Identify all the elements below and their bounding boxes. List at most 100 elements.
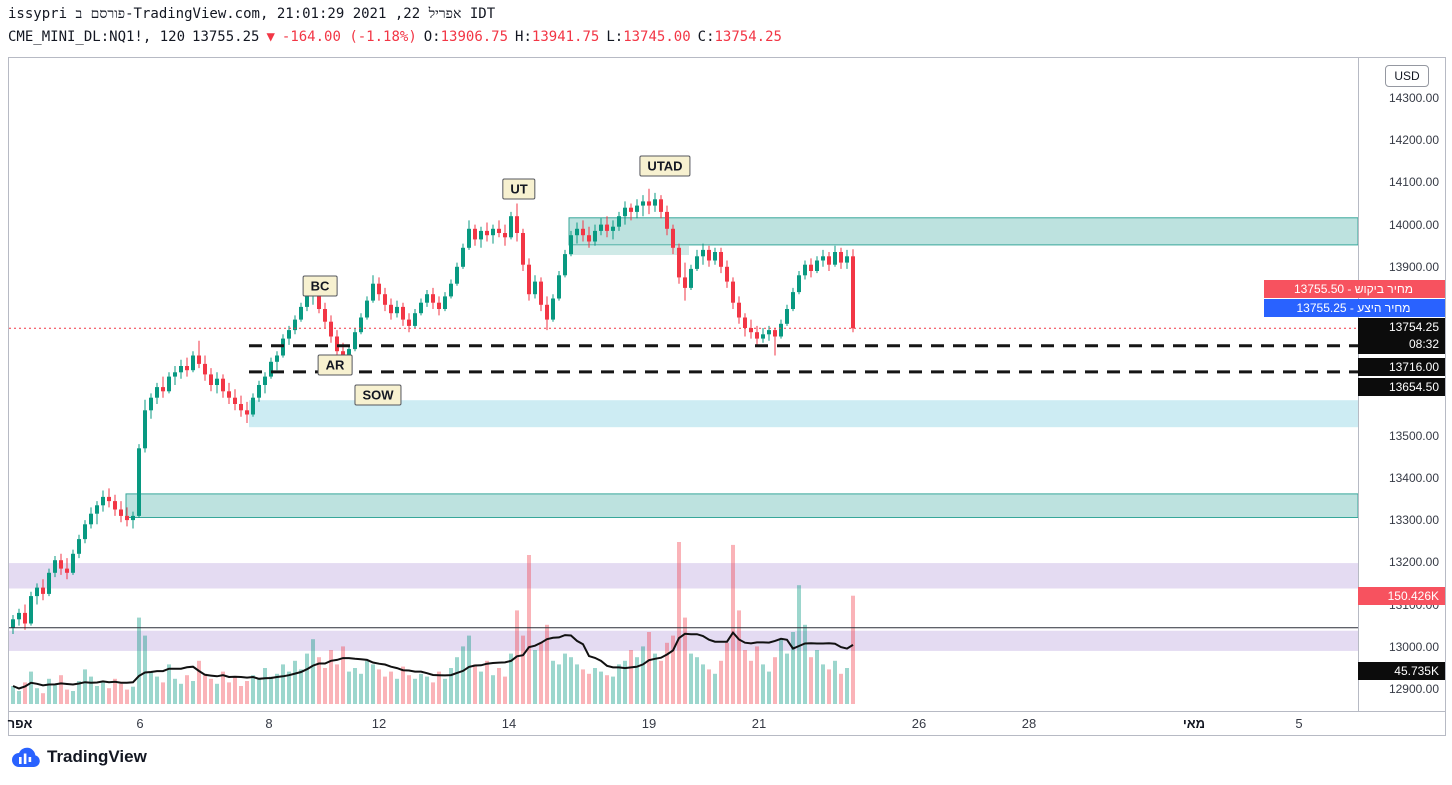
volume-bar — [215, 683, 219, 704]
supply-zone-14000 — [568, 217, 1358, 246]
candle — [611, 220, 615, 240]
candle — [761, 328, 765, 343]
volume-bar — [599, 671, 603, 704]
volume-bar — [731, 544, 735, 704]
volume-bar — [167, 664, 171, 704]
volume-bar — [305, 653, 309, 704]
volume-bar — [689, 653, 693, 704]
volume-bar — [719, 660, 723, 704]
zones-layer — [9, 217, 1358, 651]
candle — [809, 258, 813, 278]
volume-bar — [179, 683, 183, 704]
candle — [341, 342, 345, 373]
candle — [839, 247, 843, 269]
volume-bar — [161, 682, 165, 704]
candle — [545, 296, 549, 331]
volume-bar — [191, 681, 195, 704]
volume-bar — [317, 657, 321, 704]
volume-bar — [209, 678, 213, 704]
candle — [779, 319, 783, 339]
volume-bar — [365, 660, 369, 704]
candle — [815, 256, 819, 274]
volume-bar — [821, 664, 825, 704]
candle — [419, 298, 423, 316]
candle — [791, 287, 795, 312]
volume-bar — [803, 624, 807, 704]
volume-bar — [425, 676, 429, 704]
candle — [551, 294, 555, 322]
volume-bar — [851, 595, 855, 704]
candle — [851, 249, 855, 333]
candle — [359, 313, 363, 335]
candle — [95, 501, 99, 525]
volume-bar — [755, 646, 759, 704]
candle — [461, 243, 465, 269]
volume-bar — [245, 681, 249, 704]
volume-bar — [335, 664, 339, 704]
candle — [125, 507, 129, 527]
chart-pane[interactable] — [9, 58, 1358, 711]
candle — [707, 245, 711, 267]
candle — [233, 389, 237, 411]
volume-bar — [563, 653, 567, 704]
volume-bar — [293, 660, 297, 704]
candle — [239, 395, 243, 417]
volume-bar — [839, 673, 843, 704]
candle — [653, 192, 657, 212]
volume-bar — [635, 657, 639, 704]
volume-bar — [443, 678, 447, 704]
time-tick-label: 12 — [371, 716, 387, 731]
volume-bar — [377, 669, 381, 704]
volume-bar — [173, 678, 177, 704]
candle — [503, 224, 507, 246]
time-scale[interactable]: אפר 6 8 12 14 19 21 26 28 מאי 5 — [8, 711, 1445, 735]
price-tick-label: 13400.00 — [1388, 470, 1439, 485]
time-tick-label: 5 — [1295, 716, 1303, 731]
candle — [593, 224, 597, 246]
time-tick-label: 6 — [136, 716, 144, 731]
volume-bar — [773, 657, 777, 704]
candle — [569, 230, 573, 257]
candle — [725, 260, 729, 288]
volume-bar — [35, 688, 39, 704]
candle — [161, 376, 165, 398]
last-price-label: 13754.25 — [1388, 320, 1439, 334]
volume-bar — [629, 650, 633, 704]
candle — [557, 271, 561, 301]
volume-bar — [419, 673, 423, 704]
candle — [113, 494, 117, 516]
price-tick-label: 13000.00 — [1388, 639, 1439, 654]
candle — [605, 216, 609, 238]
candle — [407, 313, 411, 333]
volume-bar — [149, 671, 153, 704]
volume-bar — [281, 664, 285, 704]
volume-bar — [113, 678, 117, 704]
candle — [251, 393, 255, 417]
volume-bar — [197, 660, 201, 704]
volume-bar — [695, 657, 699, 704]
volume-bar — [239, 686, 243, 704]
candle — [773, 328, 777, 356]
volume-bar — [533, 650, 537, 704]
candle — [197, 340, 201, 369]
candle — [137, 444, 141, 518]
volume-bar — [47, 678, 51, 704]
volume-bar — [299, 669, 303, 704]
volume-bar — [359, 673, 363, 704]
volume-bar — [575, 664, 579, 704]
volume-bar — [119, 683, 123, 704]
volume-bar — [53, 683, 57, 704]
candle — [365, 296, 369, 320]
volume-bar — [587, 673, 591, 704]
volume-bar — [329, 650, 333, 704]
volume-bar — [353, 668, 357, 704]
tradingview-logo-link[interactable]: TradingView — [10, 746, 147, 768]
volume-bar — [155, 676, 159, 704]
candle — [491, 224, 495, 244]
candle — [425, 290, 429, 307]
volume-bar — [455, 657, 459, 704]
candle — [71, 549, 75, 575]
volume-bar — [395, 678, 399, 704]
candle — [185, 357, 189, 377]
volume-value-label: 150.426K — [1358, 587, 1445, 605]
